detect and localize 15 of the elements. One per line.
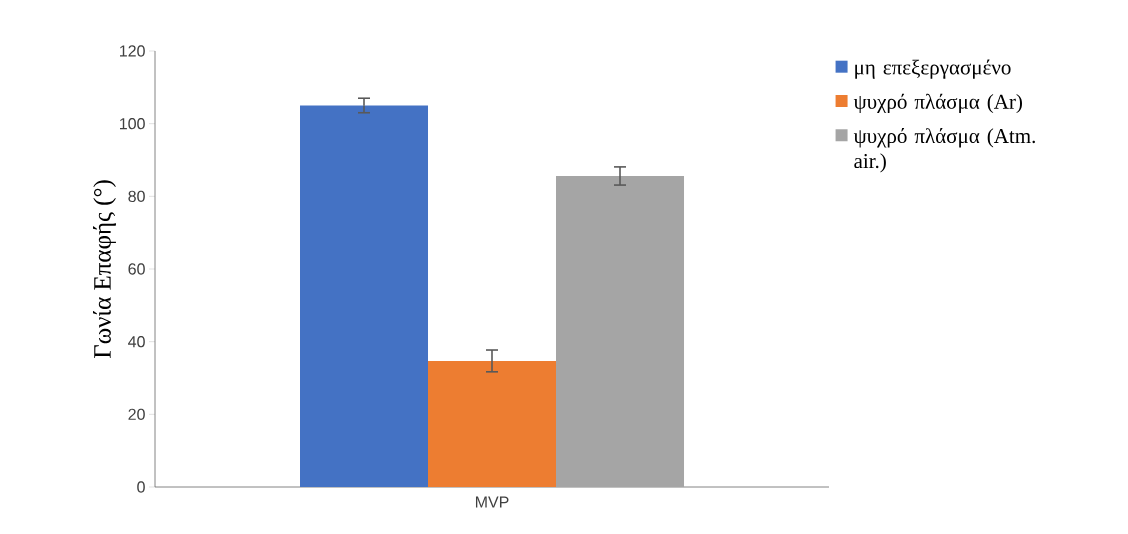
legend-label: ψυχρό πλάσμα (Ar): [853, 93, 1022, 114]
x-tick-label: MVP: [475, 496, 509, 508]
y-tick-label: 0: [137, 481, 145, 493]
y-tick-label: 40: [128, 336, 145, 348]
y-axis-title: Γωνία Επαφής (°): [93, 180, 116, 359]
y-tick-label: 80: [128, 190, 145, 202]
bar: [300, 105, 428, 487]
bar: [428, 360, 556, 487]
y-tick-label: 100: [120, 118, 145, 130]
y-tick-label: 120: [120, 45, 145, 57]
legend-label: ψυχρό πλάσμα (Atm. air.): [853, 128, 1035, 173]
legend-label: μη επεξεργασμένο: [855, 59, 1011, 79]
y-tick-label: 20: [128, 408, 145, 420]
bar: [556, 175, 685, 487]
y-tick-label: 60: [128, 263, 145, 275]
